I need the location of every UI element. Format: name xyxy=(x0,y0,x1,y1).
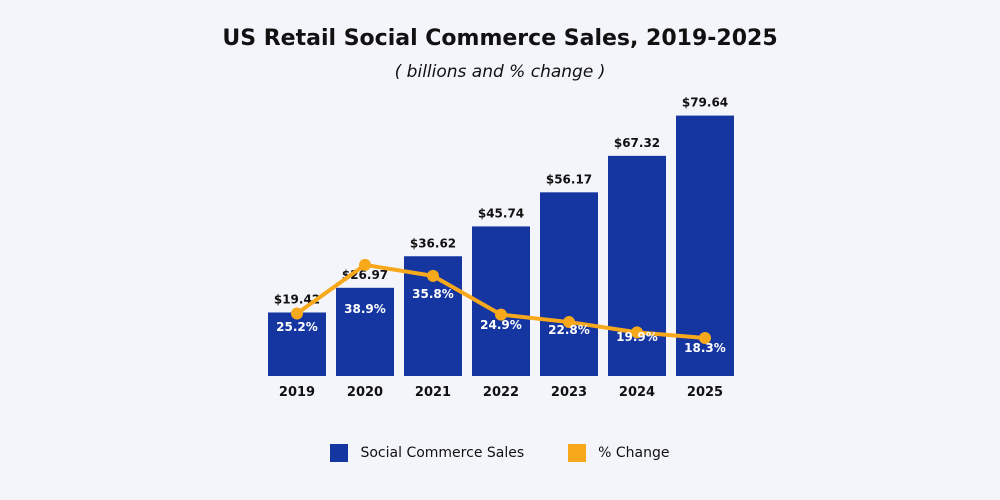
bar-value-label-2021: $36.62 xyxy=(410,236,456,250)
bar-value-label-2022: $45.74 xyxy=(478,206,524,220)
legend-label-change: % Change xyxy=(598,445,670,461)
percent-label-2022: 24.9% xyxy=(480,318,522,332)
bar-2023 xyxy=(540,192,598,376)
legend-swatch-sales xyxy=(330,444,349,462)
percent-point-2019 xyxy=(291,307,303,320)
percent-label-2020: 38.9% xyxy=(344,302,386,316)
legend: Social Commerce Sales % Change xyxy=(0,444,1000,462)
x-tick-label-2023: 2023 xyxy=(551,385,587,400)
percent-point-2025 xyxy=(699,332,711,345)
bar-2019 xyxy=(268,312,326,376)
percent-label-2021: 35.8% xyxy=(412,287,454,301)
legend-item-sales: Social Commerce Sales xyxy=(330,444,524,462)
chart-subtitle: ( billions and % change ) xyxy=(394,62,606,82)
bar-2020 xyxy=(336,287,394,376)
percent-point-2021 xyxy=(427,269,439,282)
bar-value-label-2025: $79.64 xyxy=(682,96,728,110)
chart-title: US Retail Social Commerce Sales, 2019-20… xyxy=(222,26,778,51)
bar-value-label-2024: $67.32 xyxy=(614,136,660,150)
percent-point-2022 xyxy=(495,308,507,321)
x-tick-label-2021: 2021 xyxy=(415,385,451,400)
x-tick-label-2020: 2020 xyxy=(347,385,383,400)
percent-label-2025: 18.3% xyxy=(684,341,726,355)
x-tick-label-2025: 2025 xyxy=(687,385,723,400)
legend-item-change: % Change xyxy=(568,444,670,462)
bar-2022 xyxy=(472,226,530,376)
x-tick-label-2024: 2024 xyxy=(619,385,655,400)
percent-label-2019: 25.2% xyxy=(276,320,318,334)
percent-point-2023 xyxy=(563,316,575,329)
legend-swatch-change xyxy=(568,444,587,462)
x-tick-label-2022: 2022 xyxy=(483,385,519,400)
legend-label-sales: Social Commerce Sales xyxy=(360,445,525,461)
percent-point-2024 xyxy=(631,326,643,339)
percent-label-2023: 22.8% xyxy=(548,323,590,337)
percent-label-2024: 19.9% xyxy=(616,330,658,344)
bar-2024 xyxy=(608,155,666,376)
x-tick-label-2019: 2019 xyxy=(279,385,315,400)
bar-value-label-2023: $56.17 xyxy=(546,172,592,186)
percent-point-2020 xyxy=(359,258,371,271)
